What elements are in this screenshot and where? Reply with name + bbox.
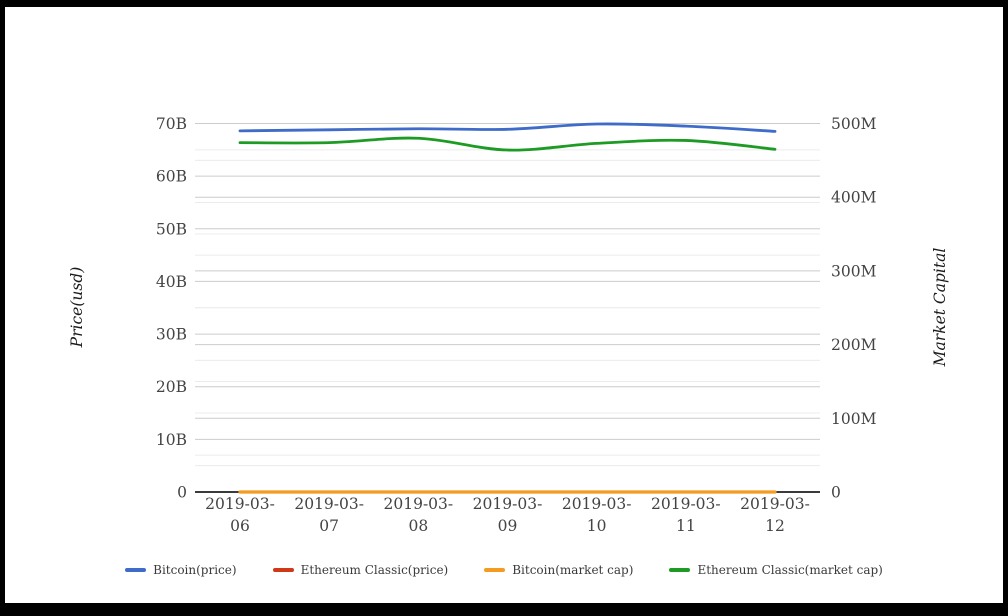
x-axis-tick-label-line1: 2019-03- [294, 495, 364, 513]
legend-item-2[interactable]: Ethereum Classic(price) [272, 563, 449, 577]
right-axis-tick-label: 500M [831, 115, 877, 133]
x-axis-tick-label-line2: 08 [408, 517, 428, 535]
left-axis-tick-label: 30B [156, 326, 187, 344]
x-axis-tick-label-line1: 2019-03- [740, 495, 810, 513]
series-layer [238, 122, 777, 494]
right-axis-tick-label: 300M [831, 262, 877, 280]
x-axis-tick-label-line2: 06 [230, 517, 250, 535]
legend-item-label: Ethereum Classic(market cap) [697, 563, 883, 577]
right-axis-tick-label: 400M [831, 189, 877, 207]
right-axis-tick-label: 200M [831, 336, 877, 354]
series-line-1 [238, 122, 777, 133]
left-axis-tick-label: 50B [156, 220, 187, 238]
right-axis-tick-label: 100M [831, 410, 877, 428]
x-axis-tick-label-line1: 2019-03- [651, 495, 721, 513]
x-axis-tick-label-line1: 2019-03- [562, 495, 632, 513]
right-axis-title: Market Capital [931, 248, 949, 368]
chart-legend: Bitcoin(price) Ethereum Classic(price) Bit… [0, 563, 1008, 577]
left-axis-tick-label: 10B [156, 431, 187, 449]
left-axis-tick-label: 60B [156, 168, 187, 186]
legend-line-swatch-icon [669, 568, 691, 572]
series-line-4 [238, 136, 777, 152]
right-axis-tick-label: 0 [831, 484, 841, 502]
x-axis-tick-label-line2: 09 [498, 517, 518, 535]
label-layer: 0 10B 20B 30B 40B 50B 60B 70B 0 100M 200M 300M 400M 5… [156, 115, 877, 535]
left-axis-tick-label: 20B [156, 378, 187, 396]
legend-line-swatch-icon [272, 568, 294, 572]
legend-line-swatch-icon [484, 568, 506, 572]
grid-layer [195, 123, 820, 493]
legend-item-1[interactable]: Bitcoin(price) [125, 563, 237, 577]
legend-item-label: Bitcoin(market cap) [512, 563, 634, 577]
legend-item-3[interactable]: Bitcoin(market cap) [484, 563, 633, 577]
x-axis-tick-label-line1: 2019-03- [205, 495, 275, 513]
x-axis-tick-label-line2: 10 [587, 517, 607, 535]
x-axis-tick-label-line2: 11 [676, 517, 696, 535]
legend-item-4[interactable]: Ethereum Classic(market cap) [669, 563, 883, 577]
legend-item-label: Bitcoin(price) [153, 563, 237, 577]
x-axis-tick-label-line2: 12 [765, 517, 785, 535]
left-axis-tick-label: 0 [177, 484, 187, 502]
left-axis-title: Price(usd) [68, 267, 86, 349]
x-axis-tick-label-line1: 2019-03- [473, 495, 543, 513]
legend-line-swatch-icon [125, 568, 147, 572]
left-axis-tick-label: 70B [156, 115, 187, 133]
x-axis-tick-label-line2: 07 [319, 517, 339, 535]
x-axis-tick-label-line1: 2019-03- [384, 495, 454, 513]
left-axis-tick-label: 40B [156, 273, 187, 291]
legend-item-label: Ethereum Classic(price) [300, 563, 449, 577]
